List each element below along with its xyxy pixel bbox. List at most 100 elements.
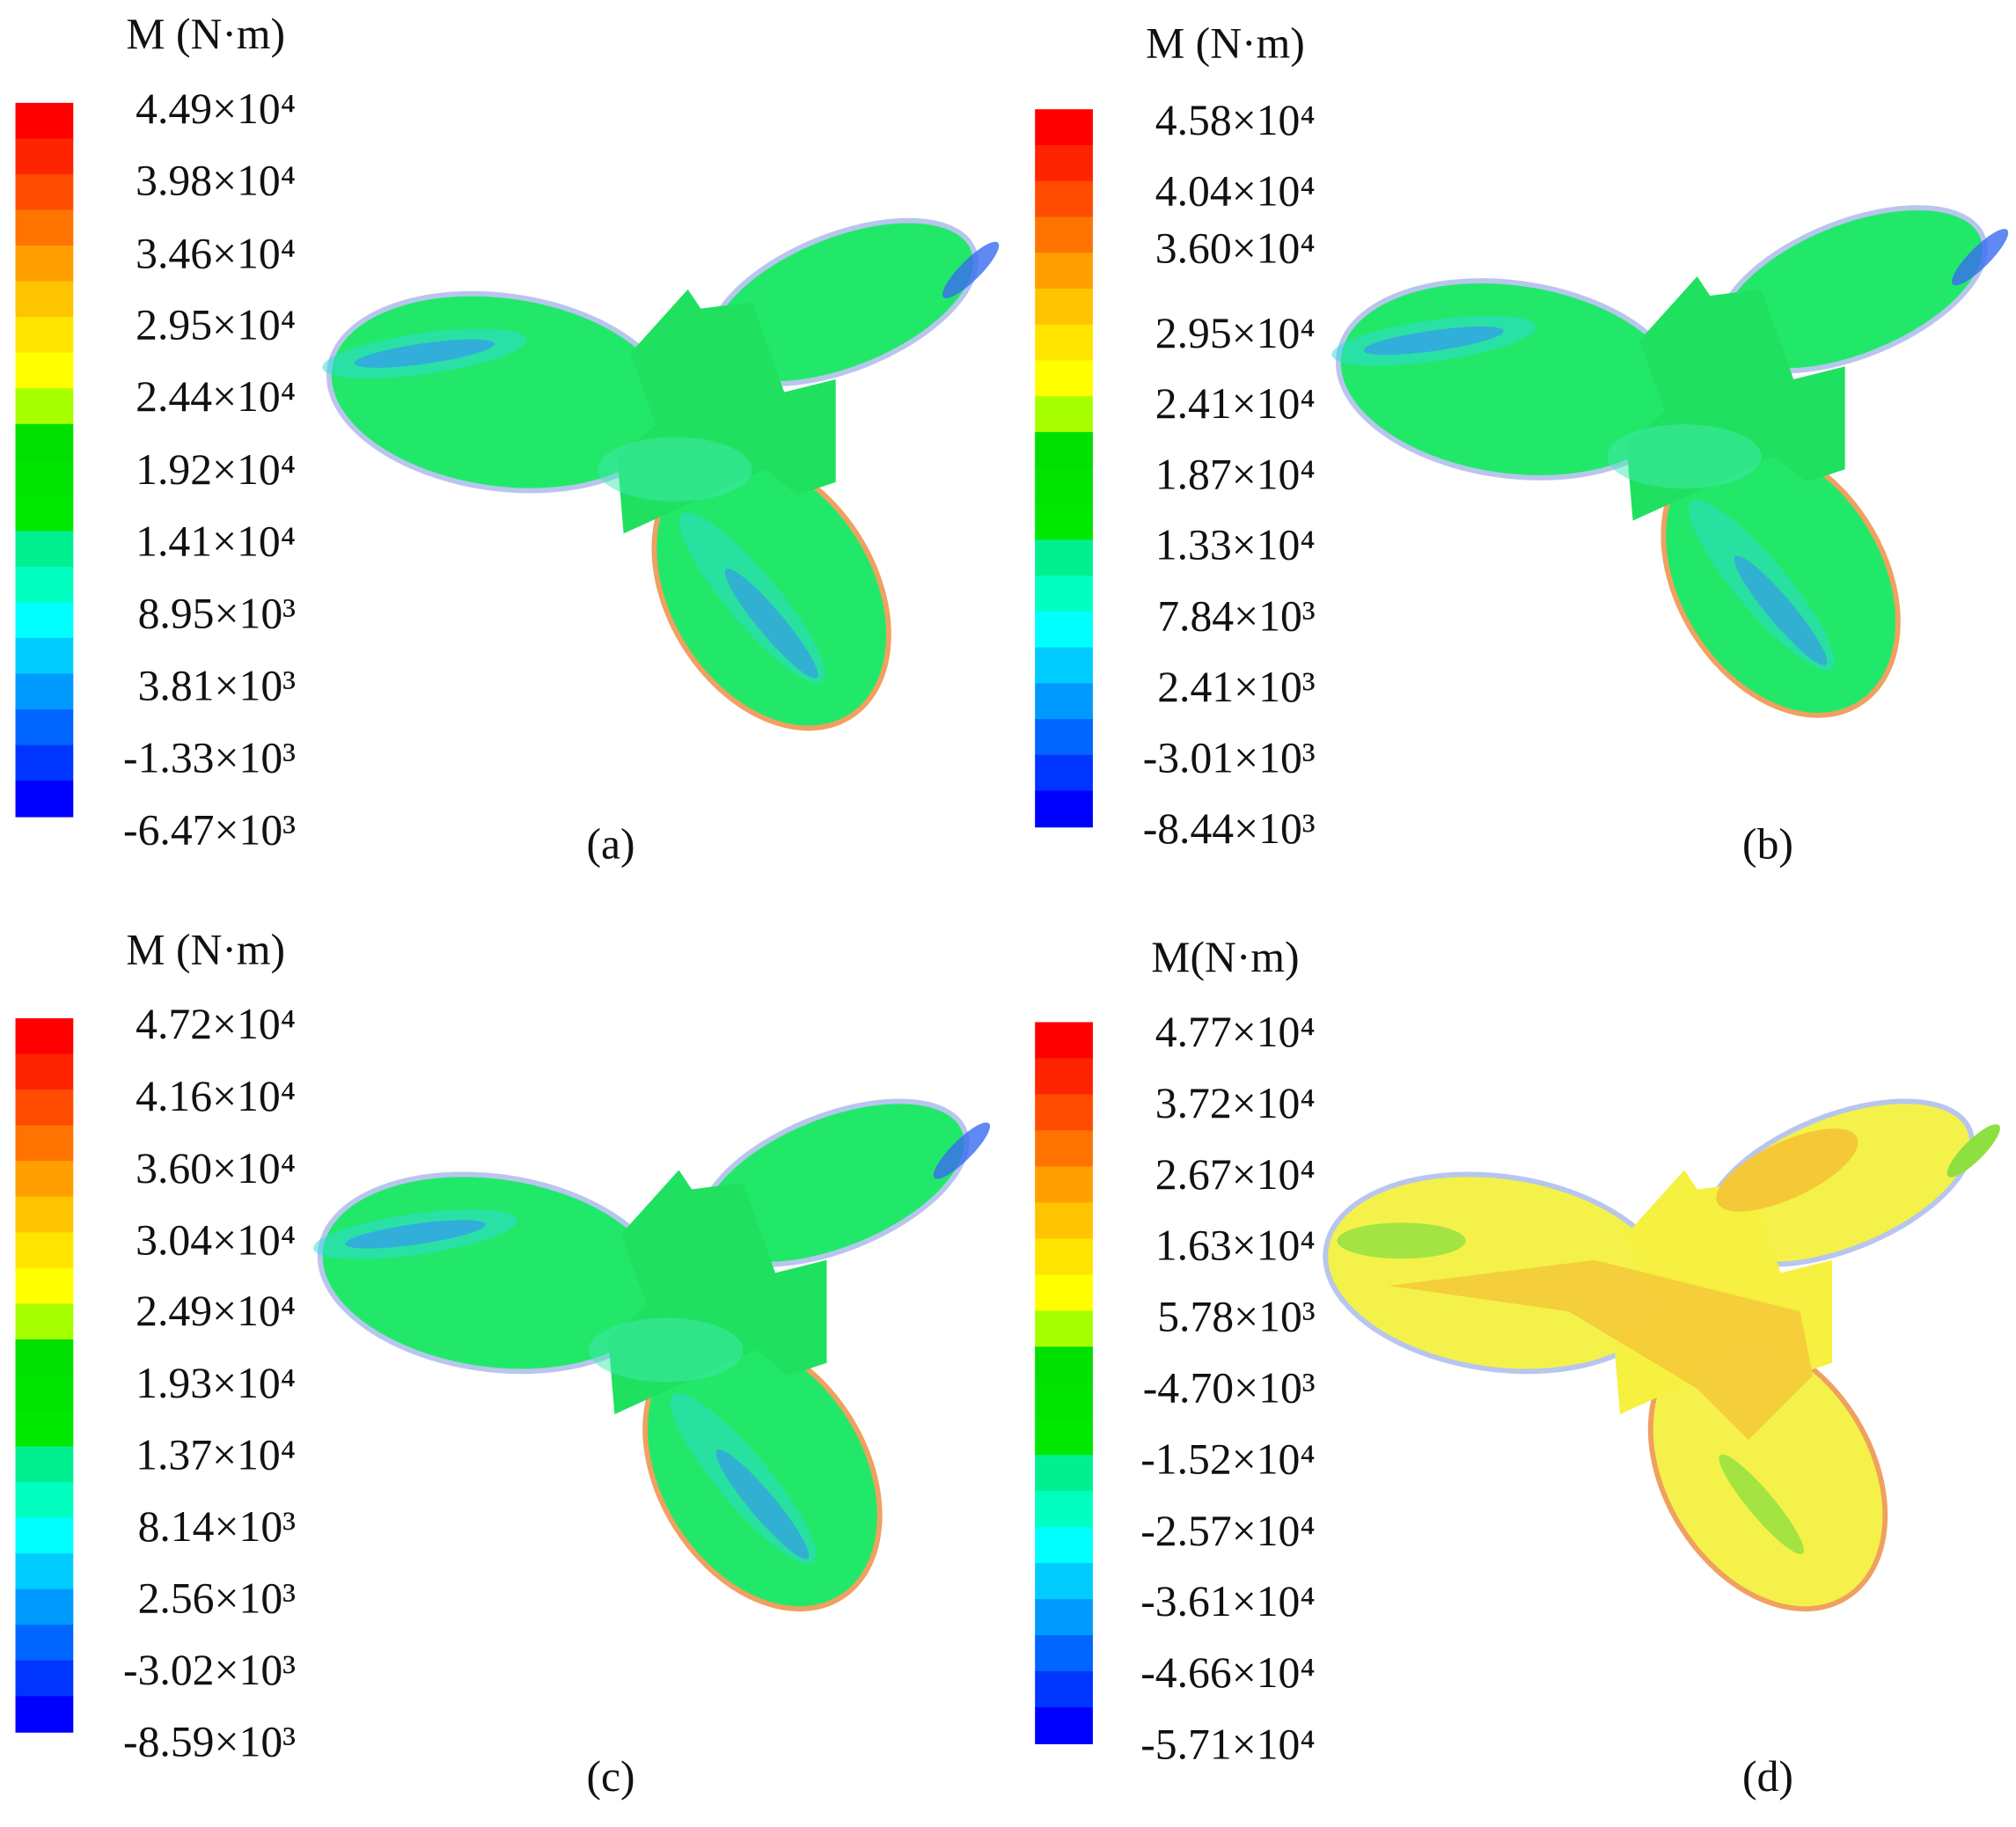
colorbar-band bbox=[15, 1125, 74, 1163]
propeller-contour bbox=[1313, 1068, 2006, 1652]
colorbar-band bbox=[1035, 1527, 1093, 1565]
colorbar-band bbox=[15, 673, 74, 710]
colorbar-tick-label: 1.92×10⁴ bbox=[136, 445, 296, 494]
colorbar-tick-label: -3.02×10³ bbox=[123, 1646, 296, 1694]
colorbar-tick-label: 3.72×10⁴ bbox=[1155, 1079, 1316, 1127]
colorbar-tick-label: 8.95×10³ bbox=[138, 590, 296, 638]
colorbar-tick-label: 1.87×10⁴ bbox=[1155, 450, 1316, 498]
colorbar-title: M (N·m) bbox=[126, 10, 285, 58]
colorbar-tick-label: -3.01×10³ bbox=[1143, 734, 1316, 782]
colorbar-band bbox=[15, 1161, 74, 1198]
colorbar-tick-label: -8.59×10³ bbox=[123, 1717, 296, 1765]
colorbar-tick-label: -4.66×10⁴ bbox=[1140, 1648, 1315, 1697]
colorbar-band bbox=[1035, 611, 1093, 649]
colorbar-tick-label: 7.84×10³ bbox=[1157, 591, 1315, 640]
colorbar-band bbox=[1035, 719, 1093, 756]
colorbar-tick-label: -1.52×10⁴ bbox=[1140, 1435, 1315, 1484]
colorbar-band bbox=[15, 1660, 74, 1698]
colorbar-band bbox=[1035, 396, 1093, 433]
colorbar-title: M (N·m) bbox=[126, 925, 285, 973]
colorbar-tick-label: 4.72×10⁴ bbox=[136, 1000, 296, 1048]
colorbar-tick-label: 2.41×10⁴ bbox=[1155, 379, 1316, 428]
colorbar-band bbox=[15, 1375, 74, 1412]
colorbar-tick-label: 5.78×10³ bbox=[1157, 1293, 1315, 1341]
colorbar-band bbox=[1035, 1635, 1093, 1672]
colorbar-band bbox=[15, 388, 74, 425]
panel: M (N·m) 4.49×10⁴ 3.98×10⁴ 3.46×10⁴ 2.95×10⁴ 2… bbox=[15, 10, 1006, 869]
panels: M (N·m) 4.49×10⁴ 3.98×10⁴ 3.46×10⁴ 2.95×10⁴ 2… bbox=[15, 10, 2015, 1801]
colorbar-band bbox=[1035, 216, 1093, 254]
colorbar-tick-label: 2.67×10⁴ bbox=[1155, 1150, 1316, 1199]
colorbar-tick-label: 3.60×10⁴ bbox=[1155, 224, 1316, 273]
colorbar-band bbox=[1035, 1346, 1093, 1384]
panel: M (N·m) 4.58×10⁴ 4.04×10⁴ 3.60×10⁴ 2.95×10⁴ 2… bbox=[1035, 18, 2014, 869]
colorbar-tick-label: 4.77×10⁴ bbox=[1155, 1008, 1316, 1056]
colorbar-band bbox=[15, 459, 74, 496]
colorbar-band bbox=[15, 1267, 74, 1305]
colorbar-band bbox=[1035, 1419, 1093, 1456]
colorbar-tick-label: 4.49×10⁴ bbox=[136, 84, 296, 133]
colorbar-band bbox=[15, 352, 74, 390]
colorbar-tick-label: -2.57×10⁴ bbox=[1140, 1507, 1315, 1555]
colorbar-band bbox=[1035, 360, 1093, 398]
panel-caption: (d) bbox=[1742, 1752, 1793, 1801]
colorbar-tick-label: 1.93×10⁴ bbox=[136, 1359, 296, 1407]
colorbar-band bbox=[1035, 790, 1093, 828]
colorbar-band bbox=[15, 637, 74, 675]
colorbar-band bbox=[1035, 576, 1093, 613]
colorbar-tick-label: 3.81×10³ bbox=[138, 662, 296, 710]
colorbar-band bbox=[15, 138, 74, 175]
colorbar-band bbox=[1035, 1310, 1093, 1348]
colorbar-band bbox=[1035, 1563, 1093, 1600]
colorbar-band bbox=[1035, 754, 1093, 792]
colorbar-band bbox=[1035, 180, 1093, 218]
panel-caption: (c) bbox=[586, 1752, 634, 1801]
propeller-contour bbox=[307, 1068, 996, 1652]
colorbar-tick-label: 1.33×10⁴ bbox=[1155, 520, 1316, 569]
colorbar-band bbox=[15, 209, 74, 246]
colorbar-tick-label: -5.71×10⁴ bbox=[1140, 1720, 1315, 1768]
colorbar-title: M (N·m) bbox=[1146, 18, 1305, 67]
colorbar-band bbox=[15, 1589, 74, 1626]
colorbar-band bbox=[15, 781, 74, 818]
colorbar-tick-label: 2.44×10⁴ bbox=[136, 372, 296, 421]
colorbar-tick-label: 1.63×10⁴ bbox=[1155, 1221, 1316, 1269]
colorbar-band bbox=[15, 1625, 74, 1662]
colorbar-band bbox=[15, 709, 74, 746]
colorbar-band bbox=[1035, 1022, 1093, 1060]
colorbar-band bbox=[1035, 1383, 1093, 1420]
colorbar-band bbox=[15, 1411, 74, 1448]
colorbar-tick-label: 8.14×10³ bbox=[138, 1502, 296, 1551]
colorbar-band bbox=[15, 1196, 74, 1234]
colorbar-band bbox=[1035, 288, 1093, 326]
colorbar-band bbox=[1035, 324, 1093, 362]
colorbar-title: M(N·m) bbox=[1151, 933, 1299, 981]
colorbar-tick-label: 4.58×10⁴ bbox=[1155, 96, 1316, 144]
propeller-contour bbox=[316, 187, 1005, 772]
colorbar-band bbox=[15, 423, 74, 461]
colorbar-tick-label: 3.04×10⁴ bbox=[136, 1216, 296, 1265]
colorbar-band bbox=[15, 566, 74, 604]
colorbar-band bbox=[15, 1446, 74, 1483]
colorbar-band bbox=[1035, 467, 1093, 505]
colorbar-band bbox=[15, 1517, 74, 1555]
colorbar-band bbox=[1035, 1671, 1093, 1708]
colorbar-band bbox=[15, 246, 74, 282]
panel-caption: (b) bbox=[1742, 820, 1793, 869]
colorbar-band bbox=[15, 1053, 74, 1091]
colorbar-band bbox=[1035, 1058, 1093, 1096]
colorbar-tick-label: 2.95×10⁴ bbox=[136, 301, 296, 349]
colorbar-band bbox=[15, 317, 74, 354]
colorbar-band bbox=[1035, 253, 1093, 290]
colorbar-tick-label: 2.95×10⁴ bbox=[1155, 309, 1316, 357]
colorbar-band bbox=[15, 602, 74, 639]
colorbar-band bbox=[15, 1339, 74, 1376]
colorbar-band bbox=[15, 495, 74, 532]
colorbar-tick-label: -6.47×10³ bbox=[123, 806, 296, 855]
propeller-contour bbox=[1325, 174, 2014, 759]
colorbar-band bbox=[1035, 1491, 1093, 1529]
colorbar-tick-label: -3.61×10⁴ bbox=[1140, 1577, 1315, 1625]
colorbar-band bbox=[15, 531, 74, 568]
